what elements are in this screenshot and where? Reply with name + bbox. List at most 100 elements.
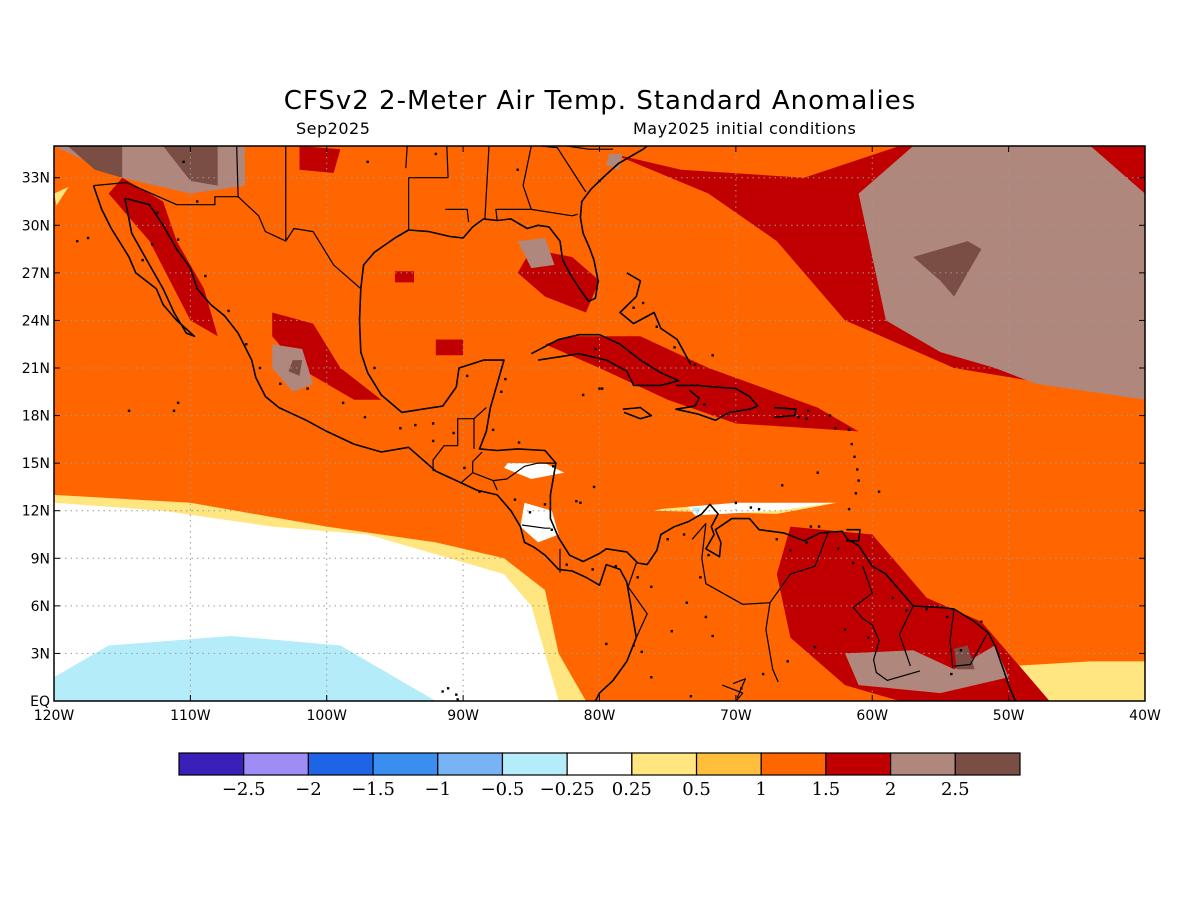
lon-tick-label: 50W [993,708,1025,724]
anomaly-region-3-1 [572,502,1145,638]
coastline [92,185,196,338]
island-dot [182,160,185,164]
colorbar-label: −2 [295,779,322,800]
island-dot [666,538,669,541]
colorbar-label: 2 [885,779,896,800]
political-border [691,523,707,540]
political-border [732,678,747,699]
political-border [484,146,490,219]
island-dot [581,393,585,397]
anomaly-region-3-4 [722,518,757,543]
political-border [521,524,551,529]
island-dot [836,547,840,550]
island-dot [806,409,810,413]
political-border [495,208,532,221]
lat-tick-label: 33N [22,171,50,187]
lon-tick-label: 90W [447,708,479,724]
lat-tick-label: 9N [31,551,50,567]
island-dot [950,672,953,676]
island-dot [452,431,455,435]
initial-conditions: May2025 initial conditions [633,119,857,138]
colorbar-label: −0.5 [481,779,525,800]
island-dot [673,346,676,349]
lon-tick-label: 100W [306,708,347,724]
island-dot [757,507,761,511]
island-dot [575,500,578,503]
island-dot [853,455,856,458]
lon-tick-label: 120W [34,708,75,724]
island-dot [373,366,376,370]
island-dot [650,676,653,679]
anomaly-region-4-9 [299,146,341,173]
political-border [852,565,921,682]
political-border [769,531,830,604]
colorbar-swatch [243,752,309,776]
island-dot [446,687,450,690]
island-dot [946,615,949,619]
island-dot [761,672,765,676]
island-dot [877,490,881,493]
political-border [627,562,637,587]
lon-tick-label: 80W [584,708,616,724]
island-dot [441,690,444,693]
island-dot [854,492,858,495]
anomaly-region-2-0 [54,636,436,701]
anomaly-region-5-0 [858,146,1145,400]
colorbar-swatch [760,752,827,776]
colorbar-label: −1 [424,779,451,800]
colorbar-label: −2.5 [222,779,266,800]
political-border [473,407,487,420]
anomaly-region-6-3 [288,360,303,376]
coastline [360,146,648,303]
island-dot [543,503,547,506]
island-dot [399,427,402,430]
lat-tick-label: 27N [22,266,50,282]
island-dot [670,630,673,633]
anomaly-region-5-2 [845,645,1009,694]
coastline [774,406,797,418]
island-dot [127,409,131,413]
island-dot [655,325,658,328]
coastline-layer [75,146,1017,701]
anomaly-region-6-1 [67,146,123,178]
anomaly-region-5-5 [606,153,623,170]
lat-tick-label: 30N [22,218,50,234]
colorbar-swatch [437,752,504,776]
colorbar: −2.5 −2 −1.5 −1 −0.5 −0.25 0.25 0.5 1 1.5 2 2.5 [178,752,1021,800]
lat-tick-label: 21N [22,361,50,377]
island-dot [516,168,519,171]
political-border [472,461,498,491]
island-dot [614,565,618,568]
coastline [619,272,692,366]
coastline [622,406,653,420]
island-dot [640,650,643,654]
lat-tick-label: 12N [22,504,50,520]
colorbar-label: 0.25 [612,779,652,800]
political-border [522,146,532,210]
colorbar-swatch [631,752,698,776]
island-dot [75,239,79,243]
lat-tick-label: 18N [22,409,50,425]
island-dot [176,401,180,405]
island-dot [491,428,495,432]
political-border [949,608,955,668]
island-dot [500,390,503,393]
island-dot [775,538,778,541]
colorbar-label: 2.5 [941,779,970,800]
colorbar-label: −1.5 [351,779,395,800]
island-dot [980,620,983,623]
island-dot [504,377,507,381]
island-dot [172,409,176,413]
island-dot [734,501,738,504]
island-dot [805,417,808,420]
island-dot [959,649,963,652]
colorbar-label: −0.25 [540,779,595,800]
colorbar-swatch [372,752,439,776]
island-dot [591,568,594,571]
island-dot [579,501,582,504]
island-dot [195,200,199,203]
map-title: CFSv2 2-Meter Air Temp. Standard Anomali… [283,86,917,116]
island-dot [843,628,847,631]
island-dot [156,211,159,214]
